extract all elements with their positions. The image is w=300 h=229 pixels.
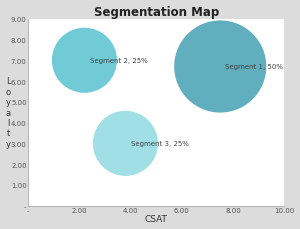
Point bbox=[123, 142, 128, 146]
Text: Segment 3, 25%: Segment 3, 25% bbox=[130, 141, 188, 147]
Text: Segment 1, 50%: Segment 1, 50% bbox=[225, 64, 284, 70]
Point bbox=[218, 65, 223, 69]
X-axis label: CSAT: CSAT bbox=[145, 215, 168, 224]
Y-axis label: L
o
y
a
l
t
y: L o y a l t y bbox=[6, 77, 11, 148]
Point bbox=[82, 59, 87, 63]
Text: Segment 2, 25%: Segment 2, 25% bbox=[89, 58, 147, 64]
Title: Segmentation Map: Segmentation Map bbox=[94, 5, 219, 19]
